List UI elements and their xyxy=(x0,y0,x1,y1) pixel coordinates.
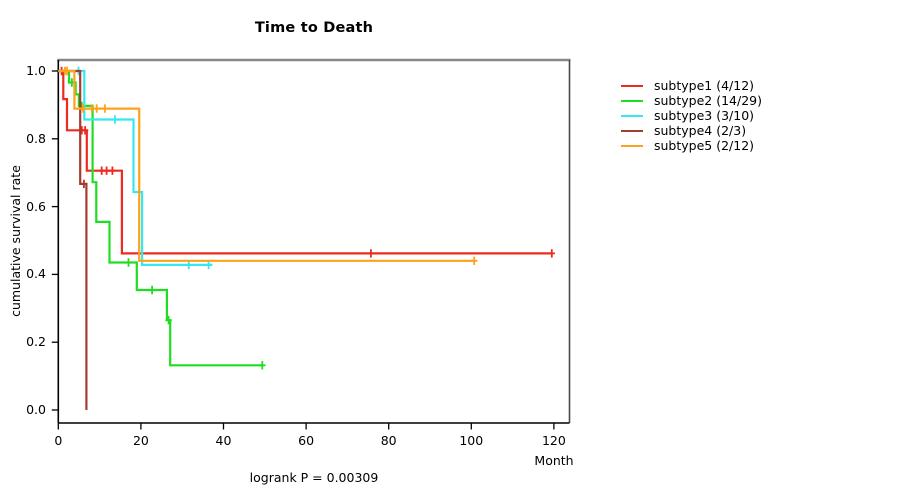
legend-item-label: subtype5 (2/12) xyxy=(654,138,755,153)
censor-mark xyxy=(81,126,89,135)
x-tick-label: 20 xyxy=(132,433,149,448)
survival-curve xyxy=(58,69,88,410)
censor-mark xyxy=(93,104,100,113)
censor-mark xyxy=(63,66,71,76)
censor-mark xyxy=(165,316,172,325)
x-tick-label: 80 xyxy=(380,433,397,448)
censor-mark xyxy=(148,285,156,295)
legend-line-swatch xyxy=(621,84,643,87)
censor-mark xyxy=(548,249,555,258)
censor-mark xyxy=(367,249,375,258)
censor-mark xyxy=(80,179,88,189)
y-tick-label: 0.8 xyxy=(26,130,46,146)
censor-mark xyxy=(109,166,116,175)
y-tick-label: 0.2 xyxy=(26,334,46,350)
y-tick-label: 0.4 xyxy=(26,266,46,282)
legend-item-label: subtype4 (2/3) xyxy=(654,123,747,138)
legend-line-swatch xyxy=(621,144,643,147)
legend-line-swatch xyxy=(621,129,643,132)
x-tick-label: 120 xyxy=(541,433,566,448)
x-axis-label: Month xyxy=(534,453,574,468)
censor-mark xyxy=(205,260,212,270)
x-tick-label: 0 xyxy=(54,433,63,448)
survival-curve xyxy=(58,69,263,367)
censor-mark xyxy=(125,258,132,267)
x-tick-label: 60 xyxy=(298,433,315,448)
x-tick-label: 100 xyxy=(459,433,484,448)
censor-mark xyxy=(471,256,478,265)
legend-item-label: subtype2 (14/29) xyxy=(654,93,762,108)
logrank-annotation: logrank P = 0.00309 xyxy=(249,470,379,485)
censor-mark xyxy=(79,104,87,113)
legend-item: subtype2 (14/29) xyxy=(621,93,762,108)
chart-title: Time to Death xyxy=(254,20,374,36)
legend-item-label: subtype3 (3/10) xyxy=(654,108,755,123)
legend-line-swatch xyxy=(621,99,643,102)
legend-item: subtype3 (3/10) xyxy=(621,108,762,123)
legend-item: subtype5 (2/12) xyxy=(621,138,762,153)
censor-mark xyxy=(111,115,119,124)
legend-line-swatch xyxy=(621,114,643,117)
legend-item: subtype4 (2/3) xyxy=(621,123,762,138)
survival-curve xyxy=(58,69,213,266)
censor-mark xyxy=(185,260,192,270)
censor-mark xyxy=(259,361,266,370)
censor-mark xyxy=(103,166,110,175)
y-tick-label: 0.0 xyxy=(26,402,46,417)
survival-curve xyxy=(58,69,552,255)
y-tick-label: 0.6 xyxy=(26,198,46,214)
legend-item: subtype1 (4/12) xyxy=(621,78,762,93)
censor-mark xyxy=(101,104,109,113)
legend-item-label: subtype1 (4/12) xyxy=(654,78,755,93)
x-tick-label: 40 xyxy=(215,433,232,448)
survival-curve xyxy=(58,69,475,262)
y-tick-label: 1.0 xyxy=(26,63,46,78)
legend: subtype1 (4/12) subtype2 (14/29) subtype3 … xyxy=(621,78,762,153)
